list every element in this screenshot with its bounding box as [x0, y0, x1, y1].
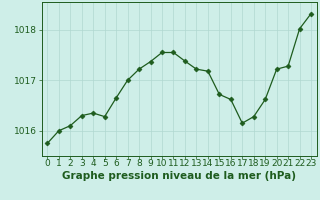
X-axis label: Graphe pression niveau de la mer (hPa): Graphe pression niveau de la mer (hPa)	[62, 171, 296, 181]
